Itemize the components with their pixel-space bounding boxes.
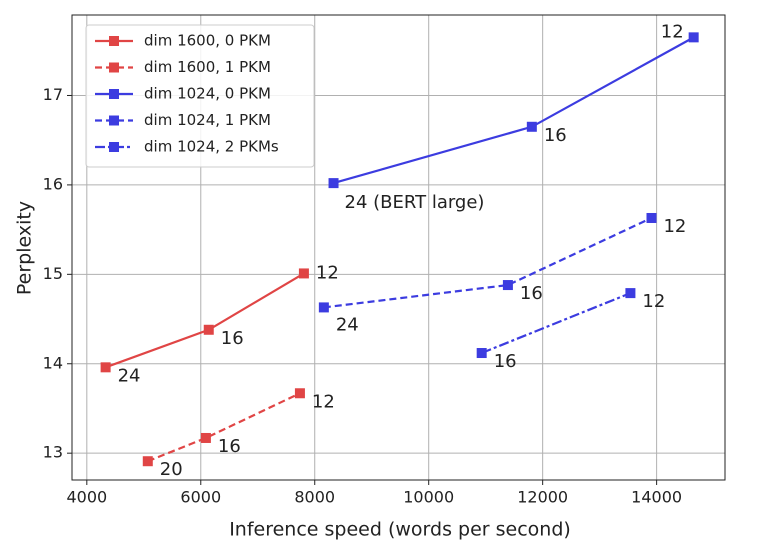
legend-marker (109, 115, 119, 126)
x-tick-label: 4000 (66, 488, 107, 507)
point-label: 16 (520, 283, 543, 304)
marker (688, 32, 699, 43)
x-tick-label: 10000 (403, 488, 454, 507)
x-tick-label: 8000 (294, 488, 335, 507)
point-label: 12 (316, 262, 339, 283)
legend-label: dim 1600, 0 PKM (144, 32, 271, 50)
legend-marker (109, 142, 119, 152)
x-tick-label: 12000 (517, 488, 568, 507)
y-tick-label: 16 (43, 174, 63, 193)
marker (200, 432, 211, 443)
point-label: 24 (336, 314, 359, 335)
plot-frame (71, 14, 726, 481)
y-tick-label: 13 (43, 443, 63, 462)
marker (294, 388, 305, 399)
series-line (147, 392, 301, 463)
series-line (105, 272, 305, 369)
marker (646, 212, 657, 223)
y-axis-label: Perplexity (14, 201, 36, 295)
marker (625, 288, 636, 299)
point-label: 24 (BERT large) (345, 192, 485, 213)
marker (100, 362, 111, 373)
marker (318, 302, 329, 313)
marker (298, 268, 309, 279)
legend-label: dim 1024, 1 PKM (144, 111, 271, 129)
point-label: 12 (642, 291, 665, 312)
marker (142, 456, 153, 467)
series-line (481, 292, 631, 355)
marker (526, 121, 537, 132)
y-tick-label: 17 (43, 85, 63, 104)
point-label: 16 (221, 328, 244, 349)
y-tick-label: 14 (43, 353, 63, 372)
point-label: 16 (494, 351, 517, 372)
x-axis-label: Inference speed (words per second) (229, 519, 571, 541)
legend-label: dim 1600, 1 PKM (144, 58, 271, 76)
marker (328, 178, 339, 189)
point-label: 12 (663, 216, 686, 237)
legend-label: dim 1024, 0 PKM (144, 85, 271, 103)
marker (203, 324, 214, 335)
x-tick-label: 6000 (180, 488, 221, 507)
point-label: 16 (218, 436, 241, 457)
legend-marker (109, 36, 119, 46)
x-tick-label: 14000 (631, 488, 682, 507)
point-label: 12 (312, 391, 335, 412)
point-label: 16 (544, 125, 567, 146)
legend-box (85, 24, 315, 168)
y-tick-label: 15 (43, 264, 63, 283)
marker (476, 348, 487, 359)
series-line (333, 36, 695, 185)
point-label: 20 (160, 459, 183, 480)
point-label: 12 (661, 21, 684, 42)
series-line (323, 216, 652, 309)
legend-marker (109, 62, 119, 73)
marker (502, 280, 513, 291)
legend-label: dim 1024, 2 PKMs (144, 138, 279, 156)
legend-marker (109, 89, 119, 99)
point-label: 24 (118, 365, 141, 386)
